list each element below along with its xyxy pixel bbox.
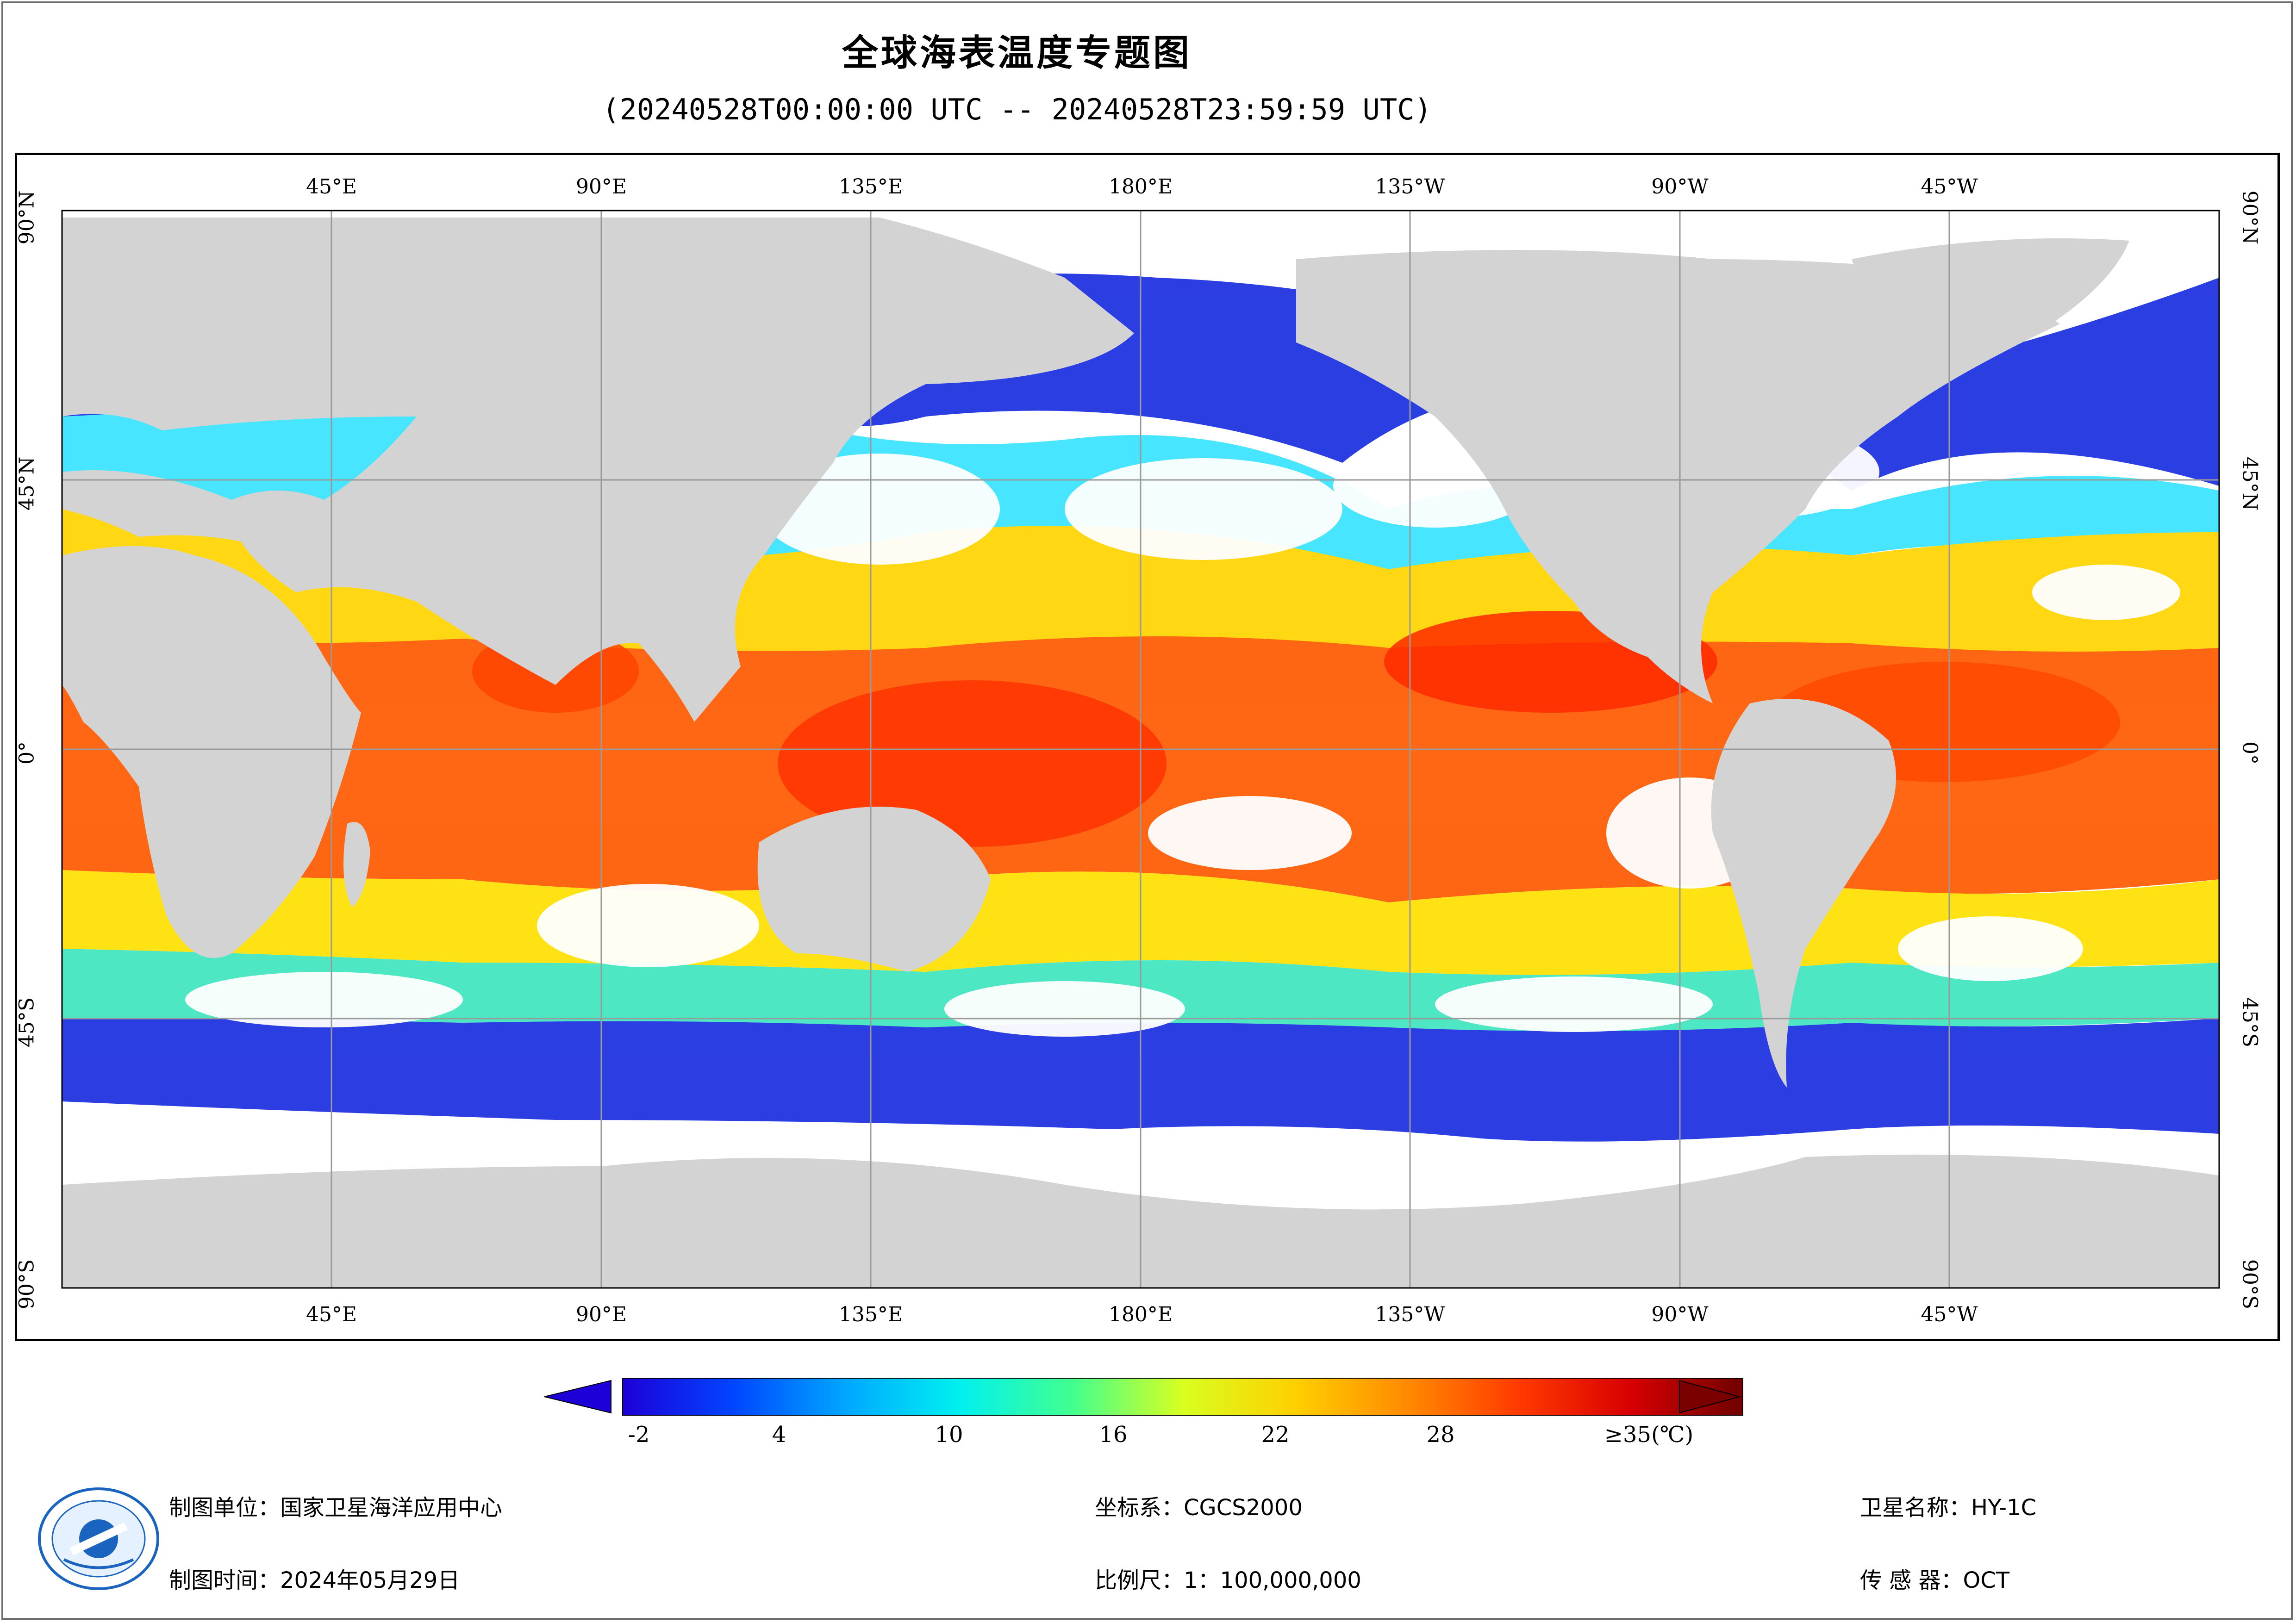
- lat-label-right: 45°S: [2238, 997, 2262, 1048]
- land-africa: [62, 546, 361, 958]
- lon-label-top: 90°W: [1651, 175, 1709, 199]
- land-south-america: [1711, 699, 1896, 1088]
- footer-org: 制图单位：国家卫星海洋应用中心: [169, 1495, 503, 1521]
- lon-label-top: 45°E: [306, 175, 357, 199]
- lon-label-bottom: 180°E: [1108, 1303, 1173, 1326]
- colorbar-tick: 28: [1426, 1422, 1455, 1448]
- footer-sensor: 传 感 器：OCT: [1860, 1567, 2010, 1593]
- lon-label-bottom: 90°E: [575, 1303, 627, 1326]
- footer-scale: 比例尺：1：100,000,000: [1095, 1567, 1361, 1593]
- colorbar: [544, 1378, 1743, 1416]
- colorbar-tick: 4: [772, 1422, 786, 1448]
- lat-label-left: 90°S: [15, 1259, 39, 1310]
- sst-field: [62, 211, 2219, 1288]
- lon-label-bottom: 45°W: [1921, 1303, 1978, 1326]
- lat-label-left: 45°N: [15, 456, 39, 511]
- colorbar-tick: ≥35(℃): [1604, 1422, 1694, 1448]
- colorbar-tick: 22: [1261, 1422, 1290, 1448]
- colorbar-tick: 10: [935, 1422, 963, 1448]
- footer-satellite: 卫星名称：HY-1C: [1860, 1495, 2037, 1521]
- lat-label-right: 0°: [2238, 741, 2262, 765]
- lat-label-left: 90°N: [15, 190, 39, 245]
- lon-label-top: 90°E: [575, 175, 627, 199]
- graticule: [62, 211, 2219, 1288]
- lat-label-right: 90°S: [2238, 1259, 2262, 1310]
- land-madagascar: [343, 822, 370, 907]
- lat-label-left: 45°S: [15, 997, 39, 1048]
- lat-label-right: 45°N: [2238, 456, 2262, 511]
- lon-label-bottom: 135°W: [1375, 1303, 1445, 1326]
- land-greenland: [1852, 238, 2129, 358]
- lon-label-top: 135°W: [1375, 175, 1445, 199]
- lon-label-bottom: 90°W: [1651, 1303, 1709, 1326]
- footer-date: 制图时间：2024年05月29日: [169, 1567, 460, 1593]
- lon-label-bottom: 135°E: [838, 1303, 903, 1326]
- colorbar-over-arrow: [1679, 1380, 1741, 1414]
- lon-label-top: 135°E: [838, 175, 903, 199]
- lon-label-top: 45°W: [1921, 175, 1978, 199]
- time-range: (20240528T00:00:00 UTC -- 20240528T23:59…: [602, 93, 1432, 126]
- colorbar-ramp: [622, 1378, 1743, 1416]
- lat-label-left: 0°: [15, 741, 39, 765]
- colorbar-tick: 16: [1099, 1422, 1128, 1448]
- map-title: 全球海表温度专题图: [842, 32, 1192, 74]
- colorbar-tick: -2: [628, 1422, 650, 1448]
- colorbar-under-arrow: [544, 1380, 611, 1414]
- land-north-america: [1296, 250, 2060, 703]
- lon-label-top: 180°E: [1108, 175, 1173, 199]
- sst-warm-pool-west-pacific: [778, 680, 1167, 847]
- map-frame: [15, 153, 2280, 1341]
- lon-label-bottom: 45°E: [306, 1303, 357, 1326]
- land-australia: [757, 807, 991, 972]
- nsoas-logo: [38, 1487, 159, 1590]
- lat-label-right: 90°N: [2238, 190, 2262, 245]
- land-eurasia: [62, 218, 1134, 722]
- footer-crs: 坐标系：CGCS2000: [1095, 1495, 1303, 1521]
